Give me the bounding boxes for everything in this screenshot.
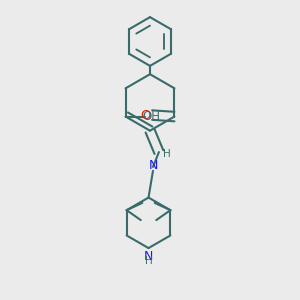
Text: H: H bbox=[145, 256, 152, 266]
Text: N: N bbox=[144, 250, 153, 262]
Text: O: O bbox=[140, 109, 151, 122]
Text: N: N bbox=[148, 159, 158, 172]
Text: H: H bbox=[164, 148, 171, 159]
Text: OH: OH bbox=[143, 110, 161, 123]
